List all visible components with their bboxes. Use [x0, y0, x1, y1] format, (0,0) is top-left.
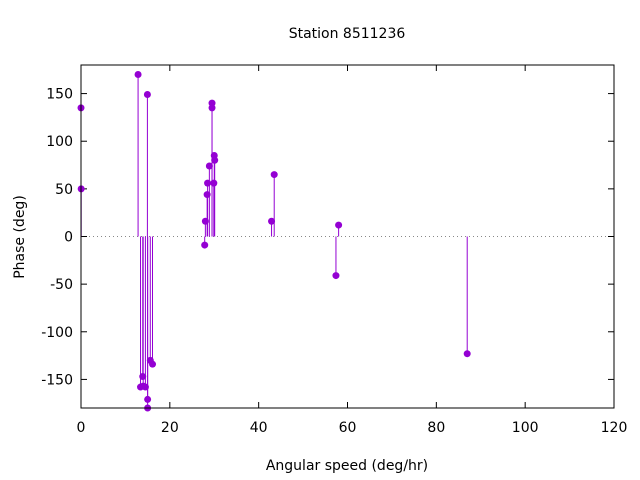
- y-tick-label: -100: [41, 325, 73, 341]
- ticks-layer: 0 20 40 60 80 100 120 -150 -100 -50 0 50 100 150: [41, 65, 627, 436]
- x-tick-label: 80: [427, 420, 445, 436]
- y-tick-label: 0: [64, 230, 73, 246]
- x-tick-label: 60: [339, 420, 357, 436]
- plot-frame: [80, 64, 615, 409]
- y-tick-label: 150: [46, 87, 73, 103]
- data-point: [204, 179, 212, 187]
- x-tick-label: 100: [512, 420, 539, 436]
- data-point: [208, 104, 216, 112]
- x-tick-label: 0: [77, 420, 86, 436]
- data-point: [270, 171, 278, 179]
- data-point: [143, 91, 151, 99]
- data-point: [211, 156, 219, 164]
- x-tick-label: 120: [601, 420, 628, 436]
- data-point: [149, 360, 157, 368]
- y-tick-label: -150: [41, 372, 73, 388]
- data-point: [463, 350, 471, 358]
- x-tick-label: 40: [250, 420, 268, 436]
- y-tick-label: 100: [46, 134, 73, 150]
- data-marks: [77, 71, 471, 412]
- data-point: [205, 162, 213, 170]
- data-point: [332, 272, 340, 280]
- y-tick-label: -50: [50, 277, 73, 293]
- chart-title: Station 8511236: [289, 26, 406, 42]
- data-point: [134, 71, 142, 79]
- x-tick-label: 20: [161, 420, 179, 436]
- x-axis-label: Angular speed (deg/hr): [266, 458, 428, 474]
- y-tick-label: 50: [55, 182, 73, 198]
- data-point: [201, 241, 209, 249]
- data-point: [268, 217, 276, 225]
- data-point: [335, 221, 343, 229]
- y-axis-label: Phase (deg): [12, 195, 28, 279]
